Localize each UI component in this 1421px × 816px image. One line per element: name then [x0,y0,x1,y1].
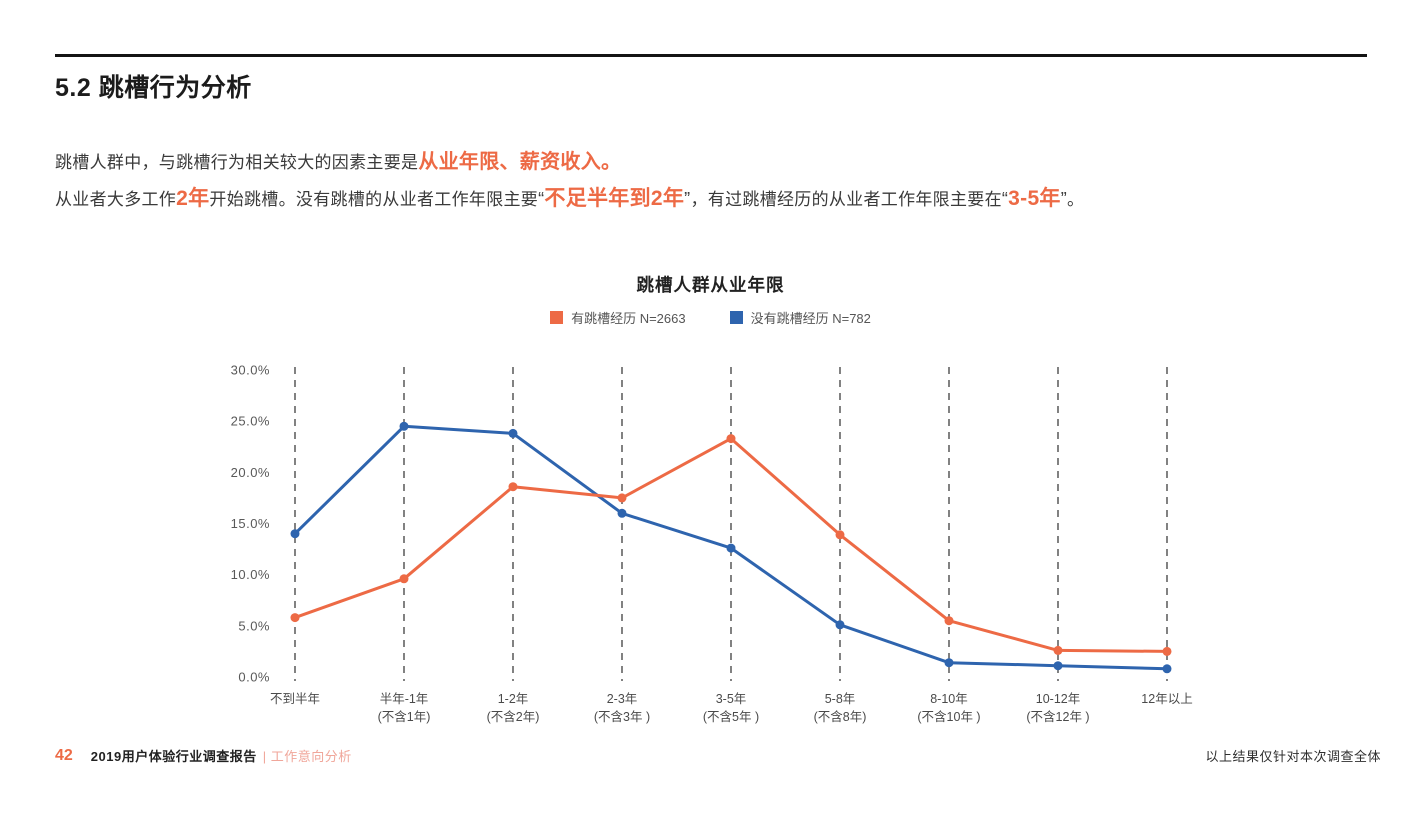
y-axis-tick: 15.0% [231,516,270,531]
legend-label: 没有跳槽经历 N=782 [750,311,871,326]
page-number: 42 [55,746,73,764]
intro-text: ，有过跳槽经历的从业者工作年限主要在 [690,190,1002,209]
data-point [835,620,845,630]
intro-highlight-under-half-to-2y: 不足半年到2年 [544,187,685,210]
x-axis-label: 10-12年(不含12年 ) [1026,692,1089,724]
data-point [617,493,627,503]
chart-legend: 有跳槽经历 N=2663 没有跳槽经历 N=782 [0,308,1421,327]
x-axis-label: 半年-1年(不含1年) [378,692,431,724]
x-axis-label: 1-2年(不含2年) [487,692,540,724]
intro-highlight-2years: 2年 [176,187,210,210]
data-point [1162,664,1172,674]
top-divider-rule [55,54,1367,57]
data-point [617,508,627,518]
legend-swatch-orange-icon [550,311,564,324]
data-point [944,658,954,668]
legend-item-has-hopped: 有跳槽经历 N=2663 [550,308,686,327]
quote-mark: ” [1060,189,1068,209]
legend-item-never-hopped: 没有跳槽经历 N=782 [729,308,871,327]
quote-mark: ” [684,189,691,209]
intro-text: 跳槽人群中，与跳槽行为相关较大的因素主要是 [55,153,419,172]
x-axis-label: 3-5年(不含5年 ) [703,692,759,724]
data-point [835,530,845,540]
intro-paragraph: 跳槽人群中，与跳槽行为相关较大的因素主要是从业年限、薪资收入。 从业者大多工作2… [55,144,1084,218]
report-title: 2019用户体验行业调查报告 [90,749,257,764]
intro-highlight-3-5y: 3-5年 [1008,187,1061,210]
intro-text: 。 [1067,190,1085,209]
y-axis-tick: 20.0% [231,465,270,480]
legend-swatch-blue-icon [729,311,743,324]
intro-text: 开始跳槽。没有跳槽的从业者工作年限主要 [209,190,539,209]
y-axis-tick: 0.0% [238,670,270,685]
data-point [944,616,954,626]
data-point [726,543,736,553]
chart-title: 跳槽人群从业年限 [636,275,785,295]
data-point [726,434,736,444]
data-point [290,529,300,539]
data-point [508,428,518,438]
data-point [1053,645,1063,655]
data-point [399,574,409,584]
page-footer: 42 2019用户体验行业调查报告 | 工作意向分析 以上结果仅针对本次调查全体 [55,746,1381,765]
line-chart: 30.0% 25.0% 20.0% 15.0% 10.0% 5.0% 0.0%不到半年 半年-… [231,363,1193,725]
y-axis-tick: 30.0% [231,363,270,378]
quote-mark: “ [538,189,545,209]
quote-mark: “ [1001,189,1009,209]
data-point [508,482,518,492]
y-axis-tick: 25.0% [231,414,270,429]
section-title: 5.2 跳槽行为分析 [55,74,252,102]
footer-section-label: | 工作意向分析 [262,749,352,764]
intro-text: 从业者大多工作 [55,190,177,209]
data-point [1162,646,1172,656]
x-axis-label: 2-3年(不含3年 ) [594,692,650,724]
x-axis-label: 8-10年(不含10年 ) [917,692,980,724]
y-axis-tick: 5.0% [238,618,270,633]
data-point [399,421,409,431]
x-axis-label: 不到半年 [270,692,320,706]
legend-label: 有跳槽经历 N=2663 [571,311,686,326]
x-axis-label: 5-8年(不含8年) [814,692,867,724]
data-point [290,613,300,623]
x-axis-label: 12年以上 [1141,692,1192,706]
data-point [1053,661,1063,671]
footer-note: 以上结果仅针对本次调查全体 [1205,749,1381,764]
y-axis-tick: 10.0% [231,567,270,582]
intro-highlight-factors: 从业年限、薪资收入。 [418,151,622,173]
